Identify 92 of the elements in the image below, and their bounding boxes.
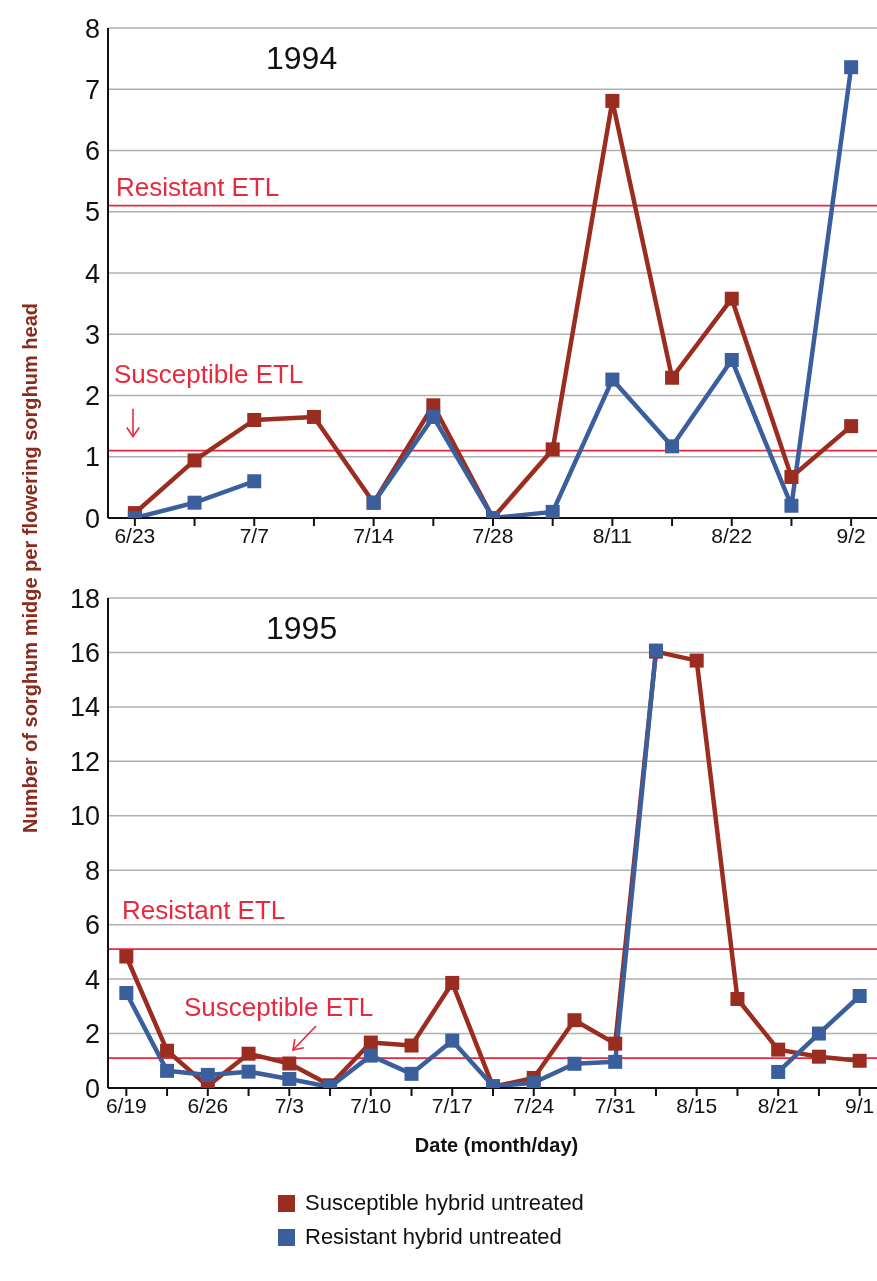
point: [724, 291, 739, 306]
x-tick-label: 7/14: [353, 523, 395, 547]
x-tick-label: 9/2: [836, 523, 866, 547]
point: [119, 949, 134, 964]
point: [844, 419, 859, 434]
x-axis-title: Date (month/day): [413, 1134, 580, 1157]
point: [282, 1056, 297, 1071]
point: [771, 1042, 786, 1057]
point: [852, 988, 867, 1003]
y-tick-label: 3: [84, 319, 100, 350]
point: [187, 453, 202, 468]
point: [247, 474, 262, 489]
point: [282, 1072, 297, 1087]
point: [771, 1064, 786, 1079]
annotation: 1995: [266, 610, 338, 647]
x-tick-label: 7/3: [274, 1093, 304, 1117]
y-tick-label: 12: [69, 746, 100, 777]
x-tick-label: 7/17: [431, 1093, 473, 1117]
point: [545, 504, 560, 518]
point: [187, 495, 202, 510]
point: [426, 409, 441, 424]
point: [844, 60, 859, 75]
point: [241, 1046, 256, 1061]
y-tick-label: 2: [84, 1019, 100, 1050]
point: [545, 442, 560, 457]
point: [724, 352, 739, 367]
point: [811, 1049, 826, 1064]
x-tick-label: 7/10: [350, 1093, 392, 1117]
x-tick-label: 8/15: [676, 1093, 718, 1117]
y-tick-label: 14: [69, 692, 100, 723]
x-tick-label: 8/11: [592, 523, 633, 547]
point: [241, 1064, 256, 1079]
y-tick-label: 10: [69, 801, 100, 832]
x-tick-label: 6/19: [105, 1093, 147, 1117]
point: [404, 1038, 419, 1053]
y-tick-label: 18: [69, 583, 100, 614]
point: [445, 975, 460, 990]
legend-label: Resistant hybrid untreated: [305, 1224, 562, 1250]
x-tick-label: 8/21: [757, 1093, 799, 1117]
y-tick-label: 8: [84, 855, 100, 886]
point: [306, 409, 321, 424]
annotation: 1994: [266, 40, 338, 77]
point: [200, 1067, 215, 1082]
y-tick-label: 7: [84, 74, 100, 105]
point: [160, 1043, 175, 1058]
y-axis-title: Number of sorghum midge per flowering sorghum head: [18, 302, 42, 834]
point: [605, 93, 620, 108]
ref-line-label: Resistant ETL: [122, 895, 286, 926]
y-tick-label: 0: [84, 503, 100, 534]
point: [363, 1048, 378, 1063]
point: [567, 1056, 582, 1071]
point: [445, 1033, 460, 1048]
point: [526, 1075, 541, 1088]
point: [567, 1013, 582, 1028]
point: [665, 370, 680, 385]
point: [852, 1053, 867, 1068]
point: [784, 469, 799, 484]
x-tick-label: 8/22: [711, 523, 753, 547]
point: [160, 1063, 175, 1078]
point: [119, 985, 134, 1000]
ref-line-label: Resistant ETL: [116, 171, 280, 202]
point: [689, 653, 704, 668]
point: [605, 372, 620, 387]
y-tick-label: 6: [84, 910, 100, 941]
point: [784, 498, 799, 513]
point: [247, 413, 262, 427]
point: [730, 991, 745, 1006]
x-tick-label: 6/23: [114, 523, 156, 547]
legend-label: Susceptible hybrid untreated: [305, 1190, 584, 1216]
point: [608, 1054, 623, 1069]
x-tick-label: 7/24: [513, 1093, 555, 1117]
y-tick-label: 8: [84, 13, 100, 44]
ref-line-label: Susceptible ETL: [114, 358, 304, 389]
point: [665, 439, 680, 454]
x-tick-label: 7/7: [239, 523, 269, 547]
ref-line-label: Susceptible ETL: [184, 992, 374, 1023]
point: [363, 1035, 378, 1050]
x-tick-label: 7/31: [594, 1093, 636, 1117]
point: [811, 1026, 826, 1041]
x-tick-label: 7/28: [472, 523, 514, 547]
y-tick-label: 16: [69, 638, 100, 669]
y-tick-label: 4: [84, 258, 100, 289]
x-tick-label: 9/1: [845, 1093, 875, 1117]
y-tick-label: 5: [84, 197, 100, 228]
y-tick-label: 6: [84, 136, 100, 167]
x-tick-label: 6/26: [187, 1093, 229, 1117]
y-tick-label: 2: [84, 381, 100, 412]
point: [404, 1066, 419, 1081]
point: [608, 1036, 623, 1051]
y-tick-label: 4: [84, 964, 100, 995]
y-tick-label: 1: [84, 442, 100, 473]
y-tick-label: 0: [84, 1073, 100, 1104]
